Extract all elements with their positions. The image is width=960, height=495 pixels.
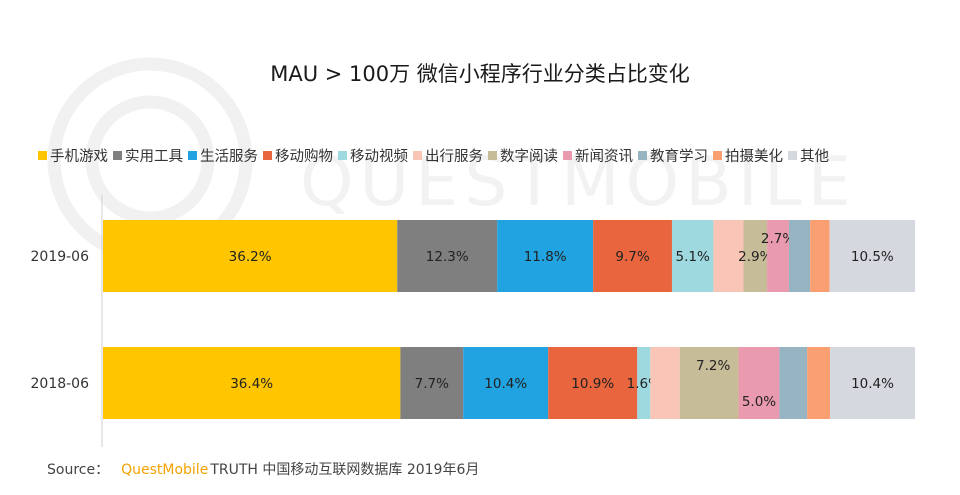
legend-item: 实用工具 (113, 145, 183, 166)
bar-segment (767, 220, 790, 292)
legend-label: 实用工具 (125, 149, 183, 165)
legend-swatch (413, 151, 422, 160)
bar-segment (593, 220, 672, 292)
legend-item: 拍摄美化 (713, 145, 783, 166)
bar-segment (789, 220, 811, 292)
bar-segment (548, 347, 638, 419)
source-text: TRUTH 中国移动互联网数据库 2019年6月 (210, 462, 480, 478)
legend-label: 数字阅读 (500, 149, 558, 165)
chart-legend: 手机游戏 实用工具 生活服务 移动购物 移动视频 出行服务 数字阅读 新闻资讯 教育学习 拍摄美化… (38, 145, 834, 166)
legend-swatch (38, 151, 47, 160)
legend-item: 教育学习 (638, 145, 708, 166)
legend-swatch (488, 151, 497, 160)
legend-swatch (188, 151, 197, 160)
legend-item: 移动视频 (338, 145, 408, 166)
bar-segment (400, 347, 464, 419)
legend-label: 拍摄美化 (725, 149, 783, 165)
bar-segment (738, 347, 780, 419)
category-label: 2019-06 (31, 249, 90, 265)
bar-segment (830, 347, 915, 419)
legend-item: 手机游戏 (38, 145, 108, 166)
svg-text:QUESTMOBILE: QUESTMOBILE (300, 143, 857, 222)
bar-segment (671, 220, 714, 292)
bar-segment (810, 220, 830, 292)
data-label: 36.4% (230, 376, 273, 392)
legend-swatch (638, 151, 647, 160)
source-label: Source： (47, 462, 110, 478)
legend-swatch (263, 151, 272, 160)
bar-segment (397, 220, 498, 292)
legend-item: 新闻资讯 (563, 145, 633, 166)
legend-label: 生活服务 (200, 149, 258, 165)
legend-label: 新闻资讯 (575, 149, 633, 165)
legend-label: 其他 (800, 149, 829, 165)
legend-label: 移动视频 (350, 149, 408, 165)
data-label: 5.1% (676, 249, 710, 265)
legend-swatch (563, 151, 572, 160)
legend-label: 手机游戏 (50, 149, 108, 165)
data-label: 11.8% (524, 249, 567, 265)
bar-segment (807, 347, 831, 419)
legend-item: 生活服务 (188, 145, 258, 166)
legend-swatch (338, 151, 347, 160)
legend-swatch (713, 151, 722, 160)
data-label: 9.7% (615, 249, 649, 265)
data-label: 10.5% (851, 249, 894, 265)
legend-item: 其他 (788, 145, 829, 166)
data-label: 36.2% (229, 249, 272, 265)
bar-segment (463, 347, 549, 419)
bar-segment (103, 220, 398, 292)
bar-segment (103, 347, 401, 419)
data-label: 10.4% (851, 376, 894, 392)
legend-label: 出行服务 (425, 149, 483, 165)
bar-segment (637, 347, 651, 419)
bar-segment (679, 347, 739, 419)
legend-swatch (788, 151, 797, 160)
data-label: 10.9% (571, 376, 614, 392)
bar-segment (779, 347, 808, 419)
source-brand: QuestMobile (121, 462, 209, 478)
category-label: 2018-06 (31, 376, 90, 392)
legend-label: 移动购物 (275, 149, 333, 165)
data-label: 5.0% (742, 394, 776, 410)
data-label: 2.9% (738, 249, 772, 265)
chart-title: MAU > 100万 微信小程序行业分类占比变化 (270, 62, 690, 86)
data-label: 7.2% (696, 358, 730, 374)
data-label: 2.7% (761, 231, 795, 247)
bar-segment (497, 220, 594, 292)
source-note: Source： QuestMobile TRUTH 中国移动互联网数据库 2019年… (47, 459, 479, 479)
data-label: 10.4% (484, 376, 527, 392)
data-label: 7.7% (415, 376, 449, 392)
data-label: 12.3% (426, 249, 469, 265)
bar-segment (650, 347, 680, 419)
legend-item: 数字阅读 (488, 145, 558, 166)
legend-swatch (113, 151, 122, 160)
legend-item: 出行服务 (413, 145, 483, 166)
bar-segment (829, 220, 915, 292)
bar-segment (743, 220, 768, 292)
legend-label: 教育学习 (650, 149, 708, 165)
legend-item: 移动购物 (263, 145, 333, 166)
bar-segment (713, 220, 744, 292)
